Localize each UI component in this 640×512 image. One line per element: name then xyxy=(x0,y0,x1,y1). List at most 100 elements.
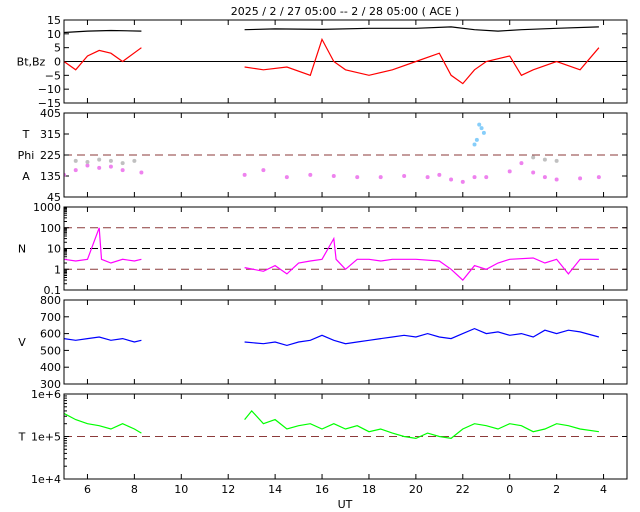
series-point-a-8 xyxy=(554,158,559,163)
series-point-phi-11 xyxy=(331,174,336,178)
series-point-a-1 xyxy=(85,160,90,164)
series-point-t-0 xyxy=(477,122,482,127)
y-tick-label-temp_phi-3: 315 xyxy=(40,128,61,141)
series-point-a-5 xyxy=(132,158,137,163)
y-tick-label-mag-4: 5 xyxy=(54,42,61,55)
panels-group: −15−10−5051015Bt,Bz45135225315405TPhiA0.… xyxy=(17,14,628,486)
series-point-phi-18 xyxy=(460,179,465,184)
panel-frame-temp_phi xyxy=(63,112,628,198)
x-tick-label-10: 2 xyxy=(553,483,560,496)
y-tick-label-velocity-4: 700 xyxy=(40,311,61,324)
series-point-phi-15 xyxy=(425,175,430,180)
y-tick-label-density-3: 100 xyxy=(40,222,61,235)
y-tick-label-mag-2: −5 xyxy=(45,69,61,82)
series-point-t-1 xyxy=(479,126,484,131)
y-tick-label-density-1: 1 xyxy=(54,263,61,276)
series-point-phi-6 xyxy=(139,170,144,175)
series-line-tp-0 xyxy=(64,412,142,434)
series-line-v-0 xyxy=(64,336,142,343)
y-tick-label-density-0: 0.1 xyxy=(44,284,62,297)
panel-label-temp_phi-2: A xyxy=(22,170,30,183)
x-tick-label-6: 18 xyxy=(362,483,376,496)
y-tick-label-temp_phi-4: 405 xyxy=(40,107,61,120)
series-line-bt-1 xyxy=(244,26,599,32)
series-point-a-0 xyxy=(73,158,78,163)
panel-frame-mag xyxy=(63,19,628,104)
y-tick-label-density-2: 10 xyxy=(47,243,61,256)
series-point-phi-1 xyxy=(73,168,78,173)
panel-density: 0.1 1 10 100 1000 N xyxy=(18,201,628,297)
panel-label-temp_phi-0: T xyxy=(22,128,30,141)
series-point-phi-7 xyxy=(242,172,247,177)
y-tick-label-velocity-1: 400 xyxy=(40,361,61,374)
series-point-a-6 xyxy=(531,155,536,160)
x-tick-label-11: 4 xyxy=(600,483,607,496)
y-tick-label-velocity-0: 300 xyxy=(40,378,61,391)
x-tick-label-2: 10 xyxy=(174,483,188,496)
y-tick-label-density-4: 1000 xyxy=(33,201,61,214)
series-point-phi-21 xyxy=(507,169,512,174)
panel-frame-velocity xyxy=(63,299,628,385)
series-point-phi-10 xyxy=(308,172,313,177)
y-tick-label-temp_phi-0: 45 xyxy=(47,191,61,204)
panel-label-temp_phi-1: Phi xyxy=(18,149,35,162)
series-line-tp-1 xyxy=(244,409,599,440)
x-tick-label-1: 8 xyxy=(131,483,138,496)
panel-proton_temp: 1e+4 1e+5 1e+6 T xyxy=(18,388,628,486)
series-point-phi-8 xyxy=(261,168,266,173)
x-tick-label-0: 6 xyxy=(84,483,91,496)
series-point-a-2 xyxy=(97,157,102,162)
series-line-bz-0 xyxy=(64,47,142,71)
y-tick-label-velocity-5: 800 xyxy=(40,294,61,307)
series-point-phi-19 xyxy=(472,175,477,180)
series-n xyxy=(64,227,599,281)
series-point-phi-17 xyxy=(449,177,454,182)
y-tick-label-velocity-2: 500 xyxy=(40,344,61,357)
panel-label-density: N xyxy=(18,243,26,256)
x-tick-label-3: 12 xyxy=(221,483,235,496)
y-tick-label-mag-0: −15 xyxy=(38,97,61,110)
series-point-phi-23 xyxy=(531,170,536,175)
chart-title: 2025 / 2 / 27 05:00 -- 2 / 28 05:00 ( AC… xyxy=(231,5,459,18)
y-tick-label-velocity-3: 600 xyxy=(40,328,61,341)
series-point-phi-2 xyxy=(85,163,90,168)
x-tick-label-5: 16 xyxy=(315,483,329,496)
y-tick-label-temp_phi-1: 135 xyxy=(40,170,61,183)
series-point-phi-12 xyxy=(355,175,360,180)
series-point-phi-4 xyxy=(108,164,113,169)
y-tick-label-mag-6: 15 xyxy=(47,14,61,27)
x-axis: 6 8 10 12 14 16 18 20 22 0 2 4 xyxy=(84,483,607,496)
y-tick-label-temp_phi-2: 225 xyxy=(40,149,61,162)
x-tick-label-7: 20 xyxy=(409,483,423,496)
series-a xyxy=(73,155,559,166)
series-point-phi-27 xyxy=(596,175,601,180)
series-point-phi-22 xyxy=(519,161,524,166)
y-tick-label-proton_temp-0: 1e+4 xyxy=(31,473,61,486)
panel-label-velocity: V xyxy=(18,336,26,349)
panel-frame-proton_temp xyxy=(63,393,628,480)
panel-velocity: 300 400 500 600 700 800 V xyxy=(18,294,628,391)
series-line-n-1 xyxy=(244,236,599,281)
series-line-v-1 xyxy=(244,327,600,347)
series-point-a-4 xyxy=(120,161,125,166)
series-point-phi-9 xyxy=(284,175,289,180)
panel-frame-density xyxy=(63,206,628,291)
panel-label-proton_temp: T xyxy=(18,431,26,444)
series-point-phi-14 xyxy=(402,174,407,178)
series-point-phi-5 xyxy=(120,168,125,173)
y-tick-label-mag-3: 0 xyxy=(54,56,61,69)
y-tick-label-mag-5: 10 xyxy=(47,28,61,41)
series-point-phi-16 xyxy=(437,172,442,177)
series-tp xyxy=(64,409,599,440)
panel-temp_phi: 45 135 225 315 405 T Phi A xyxy=(18,107,628,204)
series-point-a-7 xyxy=(542,157,547,162)
series-bz xyxy=(64,37,600,85)
series-bt xyxy=(64,26,599,34)
series-line-bt-0 xyxy=(64,29,142,34)
series-point-phi-3 xyxy=(97,165,102,170)
series-v xyxy=(64,327,600,347)
series-point-a-3 xyxy=(108,158,113,163)
series-t xyxy=(472,122,486,147)
y-tick-label-mag-1: −10 xyxy=(38,83,61,96)
